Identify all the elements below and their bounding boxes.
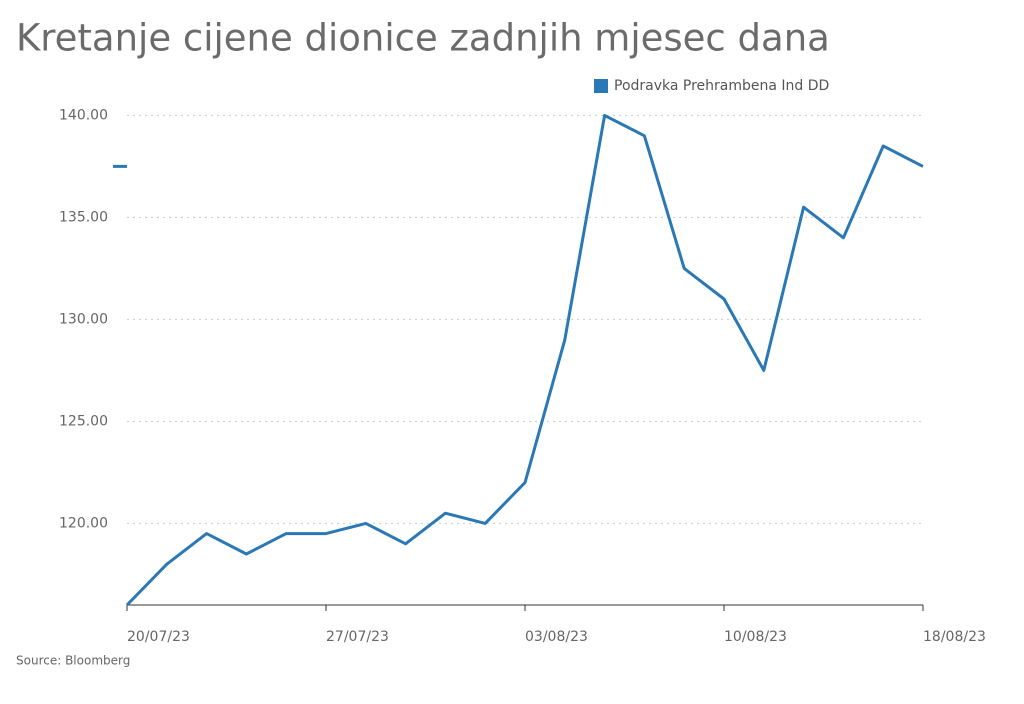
x-tick-label: 03/08/23	[525, 629, 588, 645]
series-line	[125, 113, 924, 607]
legend-label: Podravka Prehrambena Ind DD	[614, 78, 829, 94]
y-tick-label: 140.00	[59, 107, 108, 123]
legend-swatch	[594, 79, 608, 93]
y-tick-label: 120.00	[59, 515, 108, 531]
y-tick-label: 125.00	[59, 413, 108, 429]
source: Source: Bloomberg	[16, 654, 130, 668]
y-tick-label: 135.00	[59, 209, 108, 225]
x-tick-label: 18/08/23	[923, 629, 986, 645]
y-tick-label: 130.00	[59, 311, 108, 327]
x-tick-label: 20/07/23	[127, 629, 190, 645]
x-tick-label: 27/07/23	[326, 629, 389, 645]
x-tick-label: 10/08/23	[724, 629, 787, 645]
chart-title: Kretanje cijene dionice zadnjih mjesec d…	[16, 17, 830, 60]
